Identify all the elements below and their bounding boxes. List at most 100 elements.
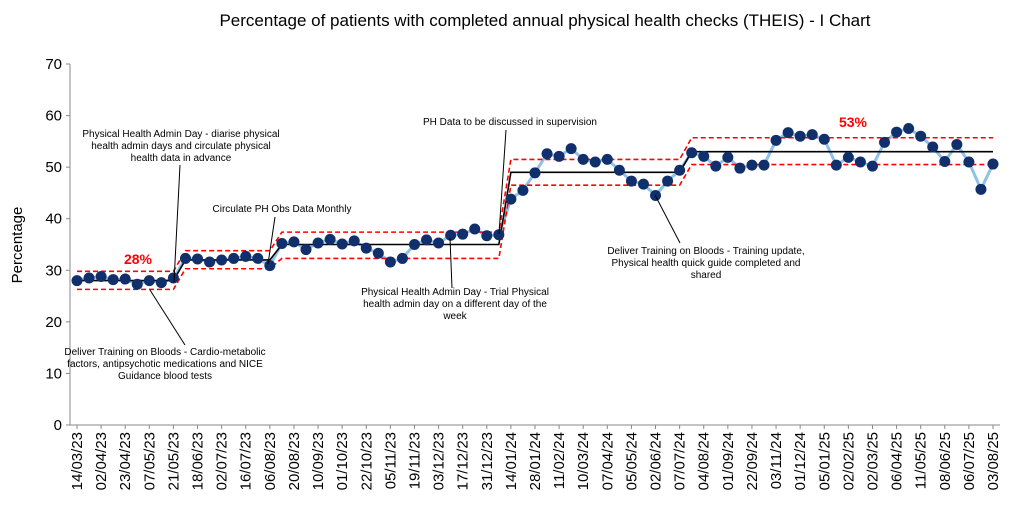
y-tick-label: 0 <box>54 417 62 434</box>
data-point <box>565 143 577 155</box>
annotation: Physical health quick guide completed an… <box>611 258 800 269</box>
annotation: Physical Health Admin Day - Trial Physic… <box>361 287 549 298</box>
data-point <box>927 141 939 153</box>
data-point <box>457 228 469 240</box>
annotation: shared <box>691 270 722 281</box>
x-tick-label: 05/11/23 <box>382 432 399 489</box>
data-point <box>336 238 348 250</box>
data-point <box>963 156 975 168</box>
data-point <box>228 252 240 264</box>
data-point <box>637 178 649 190</box>
x-tick-label: 04/08/24 <box>696 432 713 490</box>
data-point <box>348 235 360 247</box>
annotation-leader <box>498 129 507 235</box>
data-point <box>143 275 155 287</box>
highlight-label: 53% <box>839 114 868 130</box>
data-point <box>746 159 758 171</box>
data-point <box>818 133 830 145</box>
data-point <box>782 127 794 139</box>
x-tick-label: 28/01/24 <box>527 432 544 490</box>
data-point <box>324 233 336 245</box>
data-point <box>107 274 119 286</box>
data-point <box>577 153 589 165</box>
x-tick-label: 02/04/23 <box>93 432 110 490</box>
data-point <box>987 158 999 170</box>
x-tick-label: 08/06/25 <box>937 432 954 490</box>
x-tick-label: 31/12/23 <box>479 432 496 490</box>
y-tick-label: 10 <box>45 365 62 382</box>
data-point <box>674 164 686 176</box>
x-tick-label: 02/03/25 <box>864 432 881 490</box>
data-point <box>541 148 553 160</box>
data-point <box>433 237 445 249</box>
data-point <box>879 136 891 148</box>
chart-title: Percentage of patients with completed an… <box>219 11 870 30</box>
data-point <box>710 160 722 172</box>
x-tick-label: 01/12/24 <box>792 432 809 490</box>
data-point <box>529 167 541 179</box>
x-tick-label: 17/12/23 <box>455 432 472 490</box>
x-tick-label: 05/05/24 <box>623 432 640 490</box>
x-tick-label: 19/11/23 <box>406 432 423 489</box>
series-line <box>77 136 993 273</box>
annotation: Circulate PH Obs Data Monthly <box>213 204 352 215</box>
data-point <box>469 223 481 235</box>
x-tick-label: 14/01/24 <box>503 432 520 490</box>
data-point <box>613 164 625 176</box>
data-point <box>951 138 963 150</box>
x-tick-label: 06/07/25 <box>961 432 978 490</box>
y-tick-label: 40 <box>45 211 62 228</box>
data-point <box>372 247 384 259</box>
x-tick-label: 07/07/24 <box>672 432 689 490</box>
data-point <box>866 160 878 172</box>
annotation-leader <box>449 237 453 289</box>
x-tick-label: 02/02/25 <box>840 432 857 490</box>
data-point <box>192 253 204 265</box>
annotation-leader <box>149 289 186 346</box>
data-point <box>770 134 782 146</box>
y-tick-label: 70 <box>45 56 62 73</box>
data-point <box>119 273 131 285</box>
annotation: Deliver Training on Bloods - Training up… <box>607 246 804 257</box>
data-point <box>842 151 854 163</box>
annotation: week <box>442 311 467 322</box>
annotation: health admin days and circulate physical <box>91 141 271 152</box>
data-point <box>95 270 107 282</box>
data-point <box>830 159 842 171</box>
data-point <box>915 130 927 142</box>
data-point <box>493 229 505 241</box>
data-point <box>252 252 264 264</box>
x-tick-label: 06/08/23 <box>262 432 279 490</box>
data-point <box>553 150 565 162</box>
data-point <box>131 278 143 290</box>
data-point <box>601 153 613 165</box>
x-tick-label: 22/09/24 <box>744 432 761 490</box>
y-tick-label: 50 <box>45 159 62 176</box>
annotation-leader <box>267 216 276 265</box>
x-tick-label: 14/03/23 <box>69 432 86 490</box>
annotation: Guidance blood tests <box>118 371 212 382</box>
x-tick-label: 03/11/24 <box>768 432 785 489</box>
data-point <box>903 122 915 134</box>
x-tick-label: 21/05/23 <box>165 432 182 490</box>
data-point <box>179 252 191 264</box>
data-point <box>396 252 408 264</box>
x-tick-label: 07/05/23 <box>141 432 158 490</box>
data-point <box>240 250 252 262</box>
data-point <box>517 184 529 196</box>
data-point <box>891 126 903 138</box>
x-tick-label: 07/04/24 <box>599 432 616 490</box>
annotation-leader <box>654 194 681 244</box>
x-tick-label: 22/10/23 <box>358 432 375 490</box>
data-point <box>939 155 951 167</box>
x-tick-label: 11/05/25 <box>913 432 930 489</box>
data-point <box>758 159 770 171</box>
data-point <box>505 193 517 205</box>
data-point <box>722 151 734 163</box>
series-line <box>77 163 993 291</box>
data-point <box>71 275 83 287</box>
data-point <box>662 175 674 187</box>
annotation: health data in advance <box>131 153 232 164</box>
x-tick-label: 03/08/25 <box>985 432 1002 490</box>
data-point <box>312 237 324 249</box>
